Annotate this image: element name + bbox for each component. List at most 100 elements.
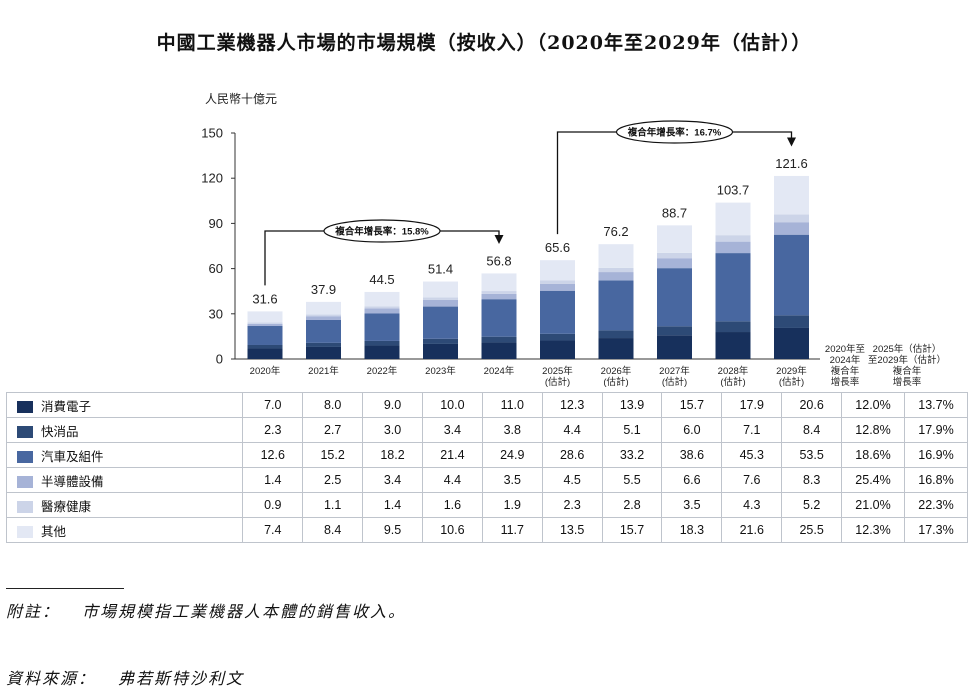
table-row: 半導體設備 1.4 2.5 3.4 4.4 3.5 4.5 5.5 6.6 7.6 8.3 25.4%… [5,467,968,493]
cagr-cell: 17.9% [903,417,968,443]
value-cell: 8.4 [302,517,364,543]
table-row: 其他 7.4 8.4 9.5 10.6 11.7 13.5 15.7 18.3 21.6 25.5 1… [5,517,968,543]
value-cell: 5.5 [601,467,663,493]
x-tick-label: (估計) [545,376,570,388]
bar-segment [540,280,575,284]
bar-segment [657,335,692,359]
bar-segment [715,321,751,333]
value-cell: 3.5 [481,467,543,493]
value-cell: 15.2 [302,442,364,468]
cagr-column-header: 2024年 [830,354,861,366]
legend-swatch [17,500,33,513]
table-row: 醫療健康 0.9 1.1 1.4 1.6 1.9 2.3 2.8 3.5 4.3 5.2 21.0% 2… [5,492,968,518]
series-label-cell: 醫療健康 [5,492,244,518]
bar-segment [715,253,751,322]
bar-segment [774,234,809,316]
series-label-cell: 半導體設備 [5,467,244,493]
value-cell: 11.7 [481,517,543,543]
bar-segment [247,344,283,349]
table-row: 快消品 2.3 2.7 3.0 3.4 3.8 4.4 5.1 6.0 7.1 8.4 12.8% 17… [5,417,968,443]
value-cell: 2.7 [302,417,364,443]
cagr-cell: 13.7% [903,392,968,418]
x-tick-label: (估計) [720,376,745,388]
series-name: 消費電子 [41,399,92,414]
series-name: 快消品 [41,424,79,439]
x-tick-label: 2029年 [776,365,807,377]
value-cell: 7.4 [242,517,304,543]
value-cell: 3.4 [362,467,423,493]
bar-segment [481,342,517,359]
value-cell: 24.9 [481,442,543,468]
bar-total-label: 44.5 [369,272,394,287]
value-cell: 7.0 [242,392,304,418]
footnote: 附註： 市場規模指工業機器人本體的銷售收入。 [6,598,406,622]
cagr-cell: 16.8% [903,467,968,493]
value-cell: 13.5 [541,517,603,543]
x-tick-label: 2028年 [718,365,749,377]
bar-segment [774,214,809,223]
bar-segment [423,281,458,298]
cagr-column-header: 2025年（估計） [873,343,942,355]
bar-segment [657,225,692,253]
bar-segment [306,346,341,359]
value-cell: 12.6 [242,442,304,468]
bar-segment [423,297,458,300]
bar-segment [481,336,517,343]
bar-segment [657,252,692,259]
bar-segment [247,348,283,359]
bar-segment [774,315,809,328]
bar-segment [540,340,575,359]
bar-segment [598,244,634,268]
footnote-label: 附註： [6,602,61,621]
cagr-cell: 17.3% [903,517,968,543]
bar-segment [423,299,458,307]
value-cell: 9.5 [362,517,423,543]
bar-segment [715,332,751,359]
value-cell: 18.2 [362,442,423,468]
value-cell: 1.1 [302,492,364,518]
series-label-cell: 消費電子 [5,392,244,418]
cagr-bubble [615,120,734,144]
value-cell: 1.4 [362,492,423,518]
bar-segment [364,345,400,359]
value-cell: 4.4 [421,467,483,493]
value-cell: 10.0 [421,392,483,418]
bar-segment [540,333,575,341]
bar-segment [306,314,341,317]
series-name: 其他 [41,524,67,539]
value-cell: 11.0 [481,392,543,418]
value-cell: 1.6 [421,492,483,518]
bar-segment [540,283,575,291]
bar-segment [598,267,634,273]
bar-segment [774,222,809,235]
value-cell: 3.4 [421,417,483,443]
bar-total-label: 37.9 [311,282,336,297]
series-name: 半導體設備 [41,474,104,489]
bar-segment [247,311,283,323]
bar-segment [540,260,575,281]
value-cell: 18.3 [661,517,723,543]
value-cell: 3.8 [481,417,543,443]
bar-segment [657,268,692,327]
bar-segment [481,291,517,294]
bar-segment [247,326,283,345]
bar-segment [481,273,517,292]
bar-total-label: 121.6 [775,156,808,171]
bar-segment [598,272,634,281]
value-cell: 25.5 [781,517,843,543]
value-cell: 7.1 [721,417,783,443]
value-cell: 13.9 [601,392,663,418]
bar-segment [364,291,400,307]
value-cell: 2.5 [302,467,364,493]
legend-swatch [17,525,33,538]
cagr-cell: 12.8% [841,417,905,443]
bar-segment [715,202,751,236]
value-cell: 5.1 [601,417,663,443]
legend-swatch [17,400,33,413]
bar-segment [715,235,751,242]
source-note: 資料來源： 弗若斯特沙利文 [6,665,244,689]
value-cell: 15.7 [601,517,663,543]
bar-segment [423,338,458,344]
value-cell: 5.2 [781,492,843,518]
cagr-cell: 12.0% [841,392,905,418]
